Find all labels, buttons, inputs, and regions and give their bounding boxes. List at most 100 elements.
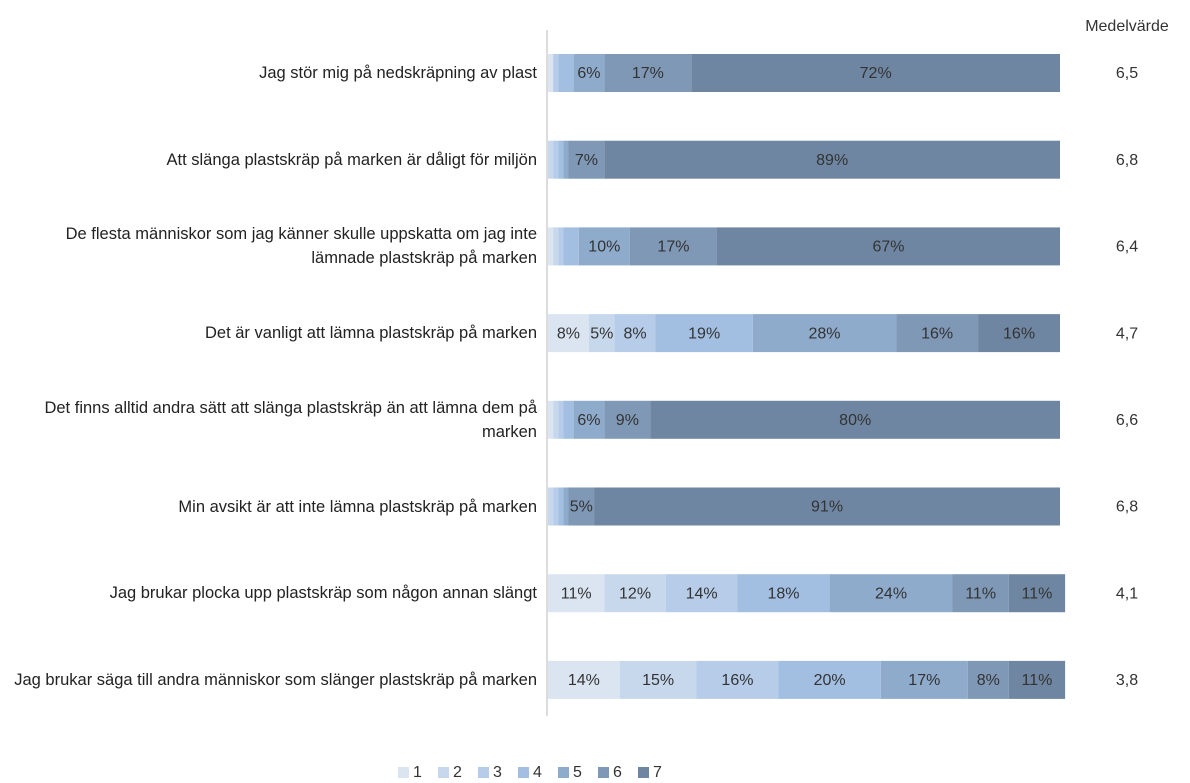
legend-swatch bbox=[518, 767, 529, 778]
bar-segment bbox=[548, 314, 589, 353]
bar-segment bbox=[548, 487, 554, 526]
bar-segment bbox=[752, 314, 897, 353]
bar-segment bbox=[563, 227, 579, 266]
bar-segment bbox=[548, 574, 605, 613]
data-label: 11% bbox=[561, 585, 592, 602]
legend-label: 1 bbox=[413, 764, 422, 781]
bar-segment bbox=[665, 574, 738, 613]
bar-segment bbox=[548, 140, 554, 179]
data-label: 67% bbox=[872, 239, 904, 256]
bar-segment bbox=[829, 574, 953, 613]
bar-segment bbox=[548, 54, 554, 92]
bar-segment bbox=[614, 314, 656, 353]
legend-swatch bbox=[438, 767, 449, 778]
mean-label: 6,6 bbox=[1116, 412, 1138, 429]
bar-segment bbox=[880, 660, 968, 699]
bar-segment bbox=[558, 140, 564, 179]
mean-label: 6,5 bbox=[1116, 65, 1138, 82]
bar-segment bbox=[650, 400, 1060, 439]
data-label: 11% bbox=[965, 585, 996, 602]
bar-segment bbox=[604, 400, 651, 439]
legend-label: 4 bbox=[533, 764, 542, 781]
category-label: De flesta människor som jag känner skull… bbox=[65, 225, 537, 268]
category-label: Jag brukar säga till andra människor som… bbox=[14, 670, 537, 689]
data-label: 24% bbox=[875, 585, 907, 602]
bar-segment bbox=[778, 660, 881, 699]
bar-segment bbox=[568, 487, 595, 526]
bar-segment bbox=[604, 574, 666, 613]
data-label: 18% bbox=[768, 585, 800, 602]
mean-label: 3,8 bbox=[1116, 672, 1138, 689]
mean-label: 6,8 bbox=[1116, 152, 1138, 169]
bar-segment bbox=[563, 140, 569, 179]
data-label: 17% bbox=[657, 239, 689, 256]
bar-segment bbox=[978, 314, 1060, 353]
bar-segment bbox=[1008, 574, 1066, 613]
data-label: 7% bbox=[575, 152, 598, 169]
category-label: Jag stör mig på nedskräpning av plast bbox=[259, 64, 537, 82]
bar-segment bbox=[588, 314, 615, 353]
data-label: 17% bbox=[632, 65, 664, 82]
bar-segment bbox=[553, 54, 559, 92]
data-label: 8% bbox=[557, 325, 580, 342]
legend-label: 2 bbox=[453, 764, 462, 781]
data-label: 16% bbox=[721, 672, 753, 689]
legend-swatch bbox=[398, 767, 409, 778]
bar-segment bbox=[691, 54, 1060, 92]
data-label: 5% bbox=[570, 499, 593, 516]
data-label: 10% bbox=[588, 239, 620, 256]
mean-label: 4,1 bbox=[1116, 585, 1138, 602]
legend-swatch bbox=[558, 767, 569, 778]
data-label: 17% bbox=[908, 672, 940, 689]
bar-segment bbox=[558, 227, 564, 266]
bar-segment bbox=[573, 400, 605, 439]
bar-segment bbox=[558, 54, 574, 92]
data-label: 28% bbox=[808, 325, 840, 342]
data-label: 15% bbox=[642, 672, 674, 689]
bar-segment bbox=[578, 227, 630, 266]
legend-swatch bbox=[598, 767, 609, 778]
mean-label: 6,8 bbox=[1116, 499, 1138, 516]
data-label: 8% bbox=[977, 672, 1000, 689]
bar-segment bbox=[563, 487, 569, 526]
legend-label: 6 bbox=[613, 764, 622, 781]
legend-label: 7 bbox=[653, 764, 662, 781]
data-label: 16% bbox=[1003, 325, 1035, 342]
bar-segment bbox=[548, 227, 554, 266]
legend-label: 5 bbox=[573, 764, 582, 781]
bar-segment bbox=[629, 227, 717, 266]
data-label: 16% bbox=[921, 325, 953, 342]
bar-segment bbox=[604, 140, 1060, 179]
category-label: Det är vanligt att lämna plastskräp på m… bbox=[205, 324, 537, 343]
legend-swatch bbox=[638, 767, 649, 778]
data-label: 14% bbox=[686, 585, 718, 602]
bar-segment bbox=[558, 487, 564, 526]
bar-segment bbox=[563, 400, 574, 439]
bar-segment bbox=[716, 227, 1060, 266]
data-label: 6% bbox=[577, 412, 600, 429]
bar-segment bbox=[696, 660, 779, 699]
bar-segment bbox=[952, 574, 1009, 613]
category-label: Att slänga plastskräp på marken är dålig… bbox=[166, 150, 537, 169]
data-label: 11% bbox=[1022, 672, 1053, 689]
data-label: 72% bbox=[860, 65, 892, 82]
bar-segment bbox=[553, 487, 559, 526]
legend-label: 3 bbox=[493, 764, 502, 781]
bar-segment bbox=[655, 314, 753, 353]
data-label: 12% bbox=[619, 585, 651, 602]
bar-segment bbox=[967, 660, 1009, 699]
bar-segment bbox=[619, 660, 697, 699]
mean-header: Medelvärde bbox=[1085, 18, 1169, 35]
bar-segment bbox=[737, 574, 830, 613]
bar-segment bbox=[573, 54, 605, 92]
bar-segment bbox=[594, 487, 1060, 526]
data-label: 9% bbox=[616, 412, 639, 429]
category-label: Min avsikt är att inte lämna plastskräp … bbox=[178, 497, 537, 516]
bar-segment bbox=[1008, 660, 1066, 699]
category-label: Det finns alltid andra sätt att slänga p… bbox=[44, 398, 537, 441]
data-label: 8% bbox=[623, 325, 646, 342]
bar-segment bbox=[553, 140, 559, 179]
data-label: 6% bbox=[577, 65, 600, 82]
